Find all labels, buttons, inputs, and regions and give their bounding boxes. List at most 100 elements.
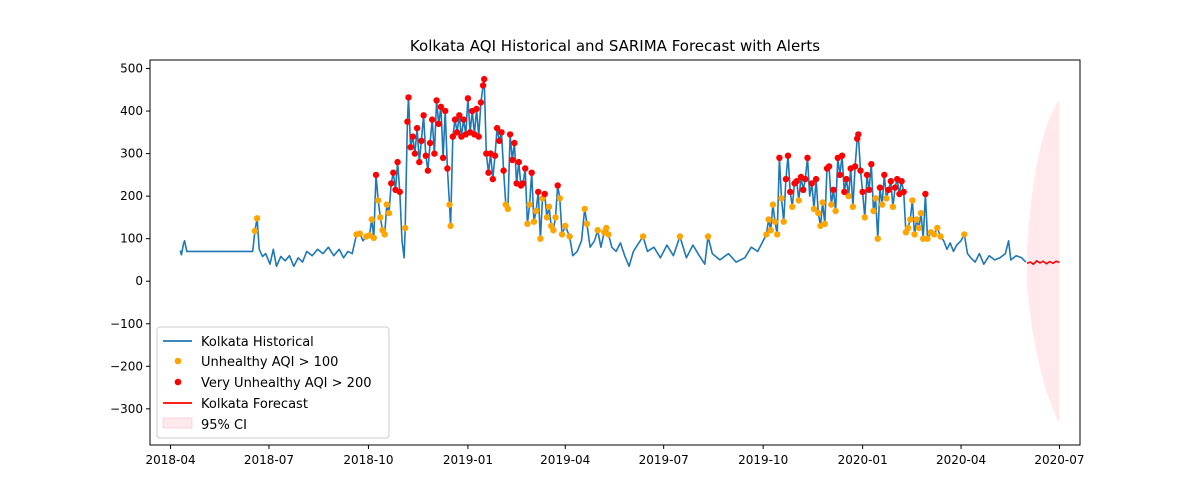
- point-unhealthy-aqi-100-7: [370, 234, 377, 241]
- legend-swatch-very-unhealthy: [174, 378, 182, 386]
- point-very-unhealthy-aqi-200-13: [418, 137, 425, 144]
- point-unhealthy-aqi-100-8: [375, 197, 382, 204]
- point-very-unhealthy-aqi-200-62: [554, 182, 561, 189]
- point-unhealthy-aqi-100-54: [815, 209, 822, 217]
- point-very-unhealthy-aqi-200-29: [456, 112, 463, 119]
- point-unhealthy-aqi-100-57: [821, 220, 828, 227]
- point-unhealthy-aqi-100-19: [524, 220, 531, 227]
- x-tick-label-8: 2020-04: [936, 453, 986, 467]
- point-unhealthy-aqi-100-21: [530, 218, 538, 225]
- point-very-unhealthy-aqi-200-52: [509, 156, 516, 164]
- point-unhealthy-aqi-100-74: [913, 216, 920, 223]
- point-very-unhealthy-aqi-200-14: [420, 112, 427, 119]
- point-very-unhealthy-aqi-200-43: [485, 169, 492, 176]
- point-unhealthy-aqi-100-38: [603, 224, 610, 232]
- point-unhealthy-aqi-100-43: [763, 231, 770, 238]
- x-tick-label-7: 2020-01: [838, 453, 888, 467]
- point-very-unhealthy-aqi-200-95: [887, 178, 894, 185]
- x-tick-label-9: 2020-07: [1034, 453, 1084, 467]
- point-very-unhealthy-aqi-200-94: [885, 186, 892, 193]
- x-tick-label-3: 2019-01: [443, 453, 493, 467]
- legend-box: [156, 326, 390, 439]
- point-unhealthy-aqi-100-0: [251, 227, 259, 235]
- legend: Kolkata Historical Unhealthy AQI > 100 V…: [156, 326, 390, 439]
- point-very-unhealthy-aqi-200-86: [855, 131, 862, 138]
- y-tick-label-1: −200: [110, 359, 143, 373]
- y-tick-label-5: 200: [120, 189, 143, 203]
- point-unhealthy-aqi-100-12: [383, 201, 390, 208]
- point-unhealthy-aqi-100-53: [810, 205, 818, 213]
- point-very-unhealthy-aqi-200-70: [800, 186, 807, 193]
- point-unhealthy-aqi-100-29: [552, 214, 559, 221]
- point-unhealthy-aqi-100-11: [381, 231, 388, 238]
- point-very-unhealthy-aqi-200-37: [473, 105, 480, 113]
- point-very-unhealthy-aqi-200-7: [405, 94, 412, 101]
- point-very-unhealthy-aqi-200-99: [898, 178, 905, 185]
- y-tick-label-3: 0: [135, 274, 143, 288]
- point-unhealthy-aqi-100-75: [915, 224, 923, 232]
- point-very-unhealthy-aqi-200-17: [426, 139, 434, 147]
- point-unhealthy-aqi-100-9: [377, 214, 384, 221]
- point-very-unhealthy-aqi-200-76: [825, 163, 833, 170]
- point-unhealthy-aqi-100-60: [845, 192, 852, 200]
- point-very-unhealthy-aqi-200-96: [891, 184, 899, 191]
- point-unhealthy-aqi-100-59: [832, 207, 839, 215]
- point-very-unhealthy-aqi-200-0: [372, 171, 380, 179]
- point-very-unhealthy-aqi-200-89: [863, 171, 871, 179]
- point-unhealthy-aqi-100-33: [566, 233, 573, 240]
- y-tick-label-8: 500: [120, 62, 143, 76]
- point-very-unhealthy-aqi-200-101: [922, 190, 929, 198]
- legend-swatch-ci: [162, 417, 193, 429]
- point-very-unhealthy-aqi-200-39: [477, 99, 485, 106]
- point-very-unhealthy-aqi-200-60: [535, 188, 542, 196]
- point-unhealthy-aqi-100-72: [909, 197, 916, 204]
- point-unhealthy-aqi-100-78: [924, 235, 931, 242]
- x-tick-label-6: 2019-10: [738, 453, 788, 467]
- y-tick-label-4: 100: [120, 232, 143, 246]
- point-very-unhealthy-aqi-200-73: [808, 180, 815, 187]
- point-unhealthy-aqi-100-34: [581, 205, 588, 213]
- point-very-unhealthy-aqi-200-20: [433, 97, 440, 104]
- point-unhealthy-aqi-100-67: [883, 195, 890, 202]
- point-unhealthy-aqi-100-1: [253, 215, 261, 222]
- point-very-unhealthy-aqi-200-90: [865, 186, 873, 193]
- point-unhealthy-aqi-100-40: [639, 233, 647, 240]
- point-very-unhealthy-aqi-200-66: [787, 188, 794, 196]
- point-very-unhealthy-aqi-200-53: [511, 139, 518, 147]
- point-unhealthy-aqi-100-64: [872, 195, 879, 202]
- x-tick-label-0: 2018-04: [145, 453, 195, 467]
- chart-title: Kolkata AQI Historical and SARIMA Foreca…: [410, 37, 820, 55]
- legend-label-ci: 95% CI: [201, 418, 247, 433]
- point-very-unhealthy-aqi-200-88: [859, 188, 866, 196]
- point-unhealthy-aqi-100-45: [767, 227, 774, 234]
- point-unhealthy-aqi-100-62: [861, 214, 868, 221]
- point-very-unhealthy-aqi-200-31: [460, 116, 467, 123]
- point-unhealthy-aqi-100-52: [795, 197, 802, 204]
- x-tick-label-2: 2018-10: [343, 453, 393, 467]
- point-very-unhealthy-aqi-200-77: [830, 186, 837, 193]
- point-very-unhealthy-aqi-200-9: [409, 133, 416, 140]
- point-very-unhealthy-aqi-200-65: [784, 152, 792, 159]
- point-unhealthy-aqi-100-25: [543, 214, 551, 221]
- point-unhealthy-aqi-100-14: [402, 224, 409, 232]
- point-unhealthy-aqi-100-42: [704, 233, 712, 240]
- scatter-marker-layer: [251, 75, 968, 242]
- point-very-unhealthy-aqi-200-22: [437, 103, 445, 111]
- point-unhealthy-aqi-100-31: [558, 231, 566, 238]
- point-unhealthy-aqi-100-16: [447, 222, 454, 230]
- x-axis: 2018-04 2018-07 2018-10 2019-01 2019-04 2019-…: [145, 445, 1085, 467]
- point-unhealthy-aqi-100-28: [550, 227, 557, 234]
- point-unhealthy-aqi-100-56: [819, 199, 826, 206]
- point-very-unhealthy-aqi-200-11: [413, 124, 421, 132]
- legend-label-very-unhealthy: Very Unhealthy AQI > 200: [201, 376, 372, 391]
- legend-label-unhealthy: Unhealthy AQI > 100: [201, 355, 338, 370]
- point-very-unhealthy-aqi-200-64: [782, 175, 790, 183]
- point-very-unhealthy-aqi-200-15: [422, 152, 429, 159]
- point-very-unhealthy-aqi-200-19: [431, 150, 438, 157]
- point-very-unhealthy-aqi-200-47: [493, 124, 501, 132]
- point-unhealthy-aqi-100-3: [356, 230, 363, 237]
- point-unhealthy-aqi-100-50: [780, 218, 787, 225]
- point-unhealthy-aqi-100-44: [765, 216, 772, 223]
- point-very-unhealthy-aqi-200-2: [390, 169, 397, 176]
- point-unhealthy-aqi-100-6: [368, 216, 375, 223]
